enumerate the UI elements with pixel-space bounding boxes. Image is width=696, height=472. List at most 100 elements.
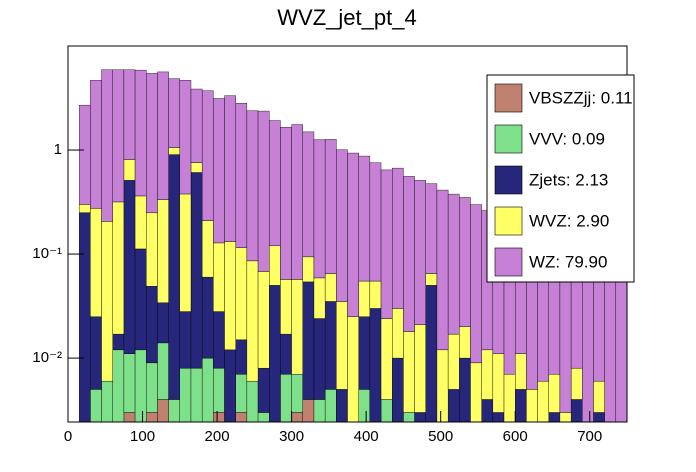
bar: [235, 339, 248, 375]
bar: [146, 73, 158, 214]
legend-label: Zjets: 2.13: [529, 170, 608, 189]
bar: [425, 273, 438, 286]
bar: [291, 412, 303, 423]
bar: [146, 286, 158, 364]
legend-swatch: [494, 124, 523, 154]
bar: [78, 104, 91, 205]
bar: [302, 256, 315, 283]
bar: [201, 220, 214, 278]
bar: [235, 247, 248, 340]
bar: [358, 316, 371, 390]
bar: [302, 131, 315, 258]
bar: [447, 389, 460, 423]
bar: [313, 139, 326, 279]
bar: [224, 95, 236, 242]
bar: [313, 318, 326, 400]
bar: [157, 302, 169, 344]
bar: [134, 248, 147, 351]
bar: [213, 98, 225, 244]
bar: [324, 301, 337, 390]
bar: [392, 357, 404, 423]
bar: [358, 155, 371, 282]
bar: [358, 389, 371, 423]
bar: [190, 367, 203, 423]
bar: [470, 204, 482, 364]
bar: [101, 69, 113, 222]
legend-label: WVZ: 2.90: [529, 211, 609, 230]
legend-swatch: [494, 83, 523, 113]
bar: [157, 399, 169, 423]
bars: [78, 69, 628, 423]
bar: [201, 357, 214, 423]
bar: [112, 349, 125, 423]
bar: [324, 273, 337, 302]
bar: [257, 412, 270, 423]
bar: [369, 162, 382, 282]
bar: [291, 279, 303, 375]
bar: [78, 204, 91, 213]
bar: [570, 399, 583, 423]
bar: [269, 285, 281, 423]
bar: [470, 362, 482, 423]
bar: [123, 412, 136, 423]
bar: [481, 399, 494, 423]
bar: [559, 412, 572, 423]
bar: [134, 195, 147, 250]
bar: [414, 180, 426, 325]
x-tick-label: 500: [428, 428, 453, 445]
bar: [168, 78, 180, 148]
bar: [515, 353, 527, 390]
bar: [425, 183, 438, 274]
bar: [380, 399, 393, 423]
bar: [157, 342, 169, 400]
bar: [201, 276, 214, 359]
bar: [112, 201, 125, 335]
bar: [123, 159, 136, 181]
bar: [280, 279, 292, 335]
bar: [280, 127, 292, 280]
x-tick-label: 300: [279, 428, 304, 445]
bar: [213, 412, 225, 423]
bar: [179, 311, 192, 369]
bar: [179, 193, 192, 312]
bar: [168, 399, 180, 423]
bar: [347, 152, 359, 317]
bar: [392, 308, 404, 359]
bar: [403, 176, 415, 332]
bar: [146, 212, 158, 287]
bar: [224, 241, 236, 351]
bar: [168, 147, 180, 155]
bar: [336, 389, 348, 423]
bar: [235, 412, 248, 423]
bar: [392, 167, 404, 309]
bar: [157, 71, 169, 200]
x-tick-label: 100: [130, 428, 155, 445]
bar: [157, 199, 169, 303]
bar: [112, 69, 125, 203]
bar: [146, 362, 158, 413]
bar: [548, 373, 561, 413]
bar: [481, 349, 494, 400]
bar: [112, 333, 125, 351]
bar: [380, 169, 393, 319]
bar: [459, 326, 471, 359]
bar: [291, 124, 303, 280]
bar: [190, 172, 203, 369]
bar: [615, 275, 628, 423]
legend-label: VVV: 0.09: [529, 129, 605, 148]
x-tick-label: 700: [577, 428, 602, 445]
legend-swatch: [494, 206, 523, 236]
bar: [302, 281, 315, 400]
bar: [246, 110, 259, 262]
legend-label: VBSZZjj: 0.11: [529, 88, 633, 107]
x-tick-label: 400: [354, 428, 379, 445]
bar: [90, 208, 102, 317]
bar: [436, 189, 449, 351]
bar: [168, 154, 180, 400]
bar: [123, 353, 136, 413]
bar: [459, 357, 471, 423]
bar: [280, 373, 292, 423]
bar: [257, 271, 270, 369]
bar: [492, 412, 505, 423]
